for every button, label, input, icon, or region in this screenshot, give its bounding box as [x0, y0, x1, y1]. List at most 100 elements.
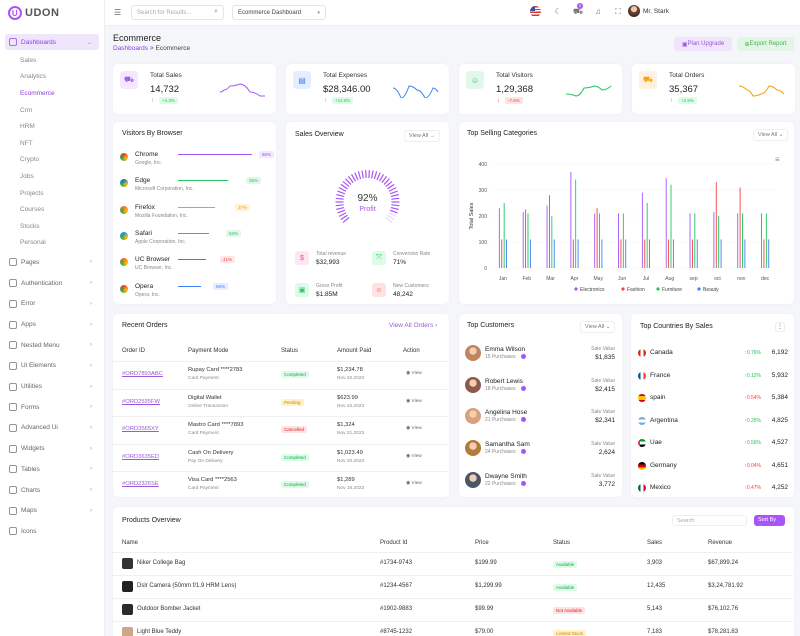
sidebar-item-tables[interactable]: Tables ›	[5, 460, 99, 479]
order-id-link[interactable]: #ORD3635ED	[122, 453, 160, 460]
product-name[interactable]: Light Blue Teddy	[137, 629, 182, 635]
browser-card-title: Visitors By Browser	[122, 130, 183, 137]
basket-icon: ⛟	[120, 71, 138, 89]
chart-view-all[interactable]: View All ⌄	[753, 129, 789, 141]
search-input[interactable]: Search for Results... ⌕	[131, 5, 224, 20]
profit-icon: ▣	[295, 283, 309, 297]
bell-icon[interactable]: ♫	[595, 7, 601, 16]
sidebar-item-error[interactable]: Error ›	[5, 295, 99, 314]
view-button[interactable]: ◉ View	[406, 453, 422, 459]
avatar[interactable]	[628, 5, 640, 17]
sidebar-item-ui-elements[interactable]: Ui Elements ›	[5, 357, 99, 376]
bar-furniture	[503, 203, 505, 268]
chevron-right-icon: ›	[90, 445, 92, 452]
y-tick-label: 300	[479, 188, 488, 194]
bar-furniture	[527, 213, 529, 268]
gauge-tick	[376, 172, 381, 181]
cart-icon[interactable]: ⛟	[573, 7, 584, 16]
order-date: Nov 20,2023	[337, 458, 365, 464]
sidebar-sub-personal[interactable]: Personal	[20, 239, 46, 247]
country-row: Canada ↑0.76% 6,192	[638, 347, 788, 369]
view-button[interactable]: ◉ View	[406, 398, 422, 404]
view-button[interactable]: ◉ View	[406, 481, 422, 486]
order-id-link[interactable]: #ORD7893ABC	[122, 371, 163, 377]
sidebar-sub-stocks[interactable]: Stocks	[20, 222, 40, 230]
bar-electronics	[761, 213, 762, 268]
sidebar-item-utilities[interactable]: Utilities ›	[5, 377, 99, 396]
products-card	[113, 507, 794, 636]
customer-name: Samantha Sam	[485, 441, 530, 449]
sidebar-sub-ecommerce[interactable]: Ecommerce	[20, 89, 55, 97]
dashboard-select[interactable]: Ecommerce Dashboard ▾	[232, 5, 326, 20]
sales-stat-value: $1.85M	[316, 291, 338, 298]
bar-furniture	[551, 216, 553, 268]
sidebar-item-apps[interactable]: Apps ›	[5, 315, 99, 334]
product-name[interactable]: Dslr Camera (50mm f/1.9 HRM Lens)	[137, 583, 237, 589]
sidebar-sub-sales[interactable]: Sales	[20, 56, 37, 64]
sidebar-item-advanced-ui[interactable]: Advanced Ui ›	[5, 419, 99, 438]
sidebar-item-authentication[interactable]: Authentication ›	[5, 274, 99, 293]
sidebar-item-pages[interactable]: Pages ›	[5, 253, 99, 272]
sidebar-item-forms[interactable]: Forms ›	[5, 398, 99, 417]
avatar	[465, 471, 481, 488]
sidebar-sub-courses[interactable]: Courses	[20, 206, 45, 214]
moon-icon[interactable]: ☾	[554, 7, 562, 16]
plan-upgrade-button[interactable]: ▣ Plan Upgrade	[674, 37, 732, 51]
order-id-link[interactable]: #ORD2535FW	[122, 398, 161, 405]
legend-label: Fashion	[627, 287, 645, 293]
sidebar-sub-analytics[interactable]: Analytics	[20, 73, 47, 81]
bar-electronics	[546, 205, 548, 268]
sidebar-sub-hrm[interactable]: HRM	[20, 123, 35, 131]
fullscreen-icon[interactable]: ⛶	[615, 7, 621, 16]
country-name: France	[650, 371, 671, 379]
sidebar-item-widgets[interactable]: Widgets ›	[5, 439, 99, 458]
products-search-input[interactable]: Search	[672, 515, 747, 526]
order-id-link[interactable]: #ORD2326SE	[122, 481, 159, 487]
sidebar-item-maps[interactable]: Maps ›	[5, 501, 99, 520]
view-all-orders-link[interactable]: View All Orders ›	[389, 322, 438, 329]
products-column-header: Product Id	[380, 540, 408, 546]
user-icon: ☺	[466, 71, 484, 89]
sidebar-item-nested-menu[interactable]: Nested Menu ›	[5, 336, 99, 355]
order-id-link[interactable]: #ORD3565XY	[122, 426, 159, 432]
payment-mode-sub: Pay On Delivery	[188, 458, 223, 464]
payment-mode: Digital Wallet	[188, 394, 222, 401]
sidebar-item-dashboards[interactable]: Dashboards ⌄	[5, 34, 99, 50]
customers-view-all[interactable]: View All ⌄	[580, 321, 616, 333]
chevron-right-icon: ›	[90, 280, 92, 287]
sidebar-sub-crm[interactable]: Crm	[20, 106, 33, 114]
brand-logo[interactable]: U UDON	[0, 0, 104, 26]
view-button[interactable]: ◉ View	[406, 371, 422, 376]
view-button[interactable]: ◉ View	[406, 426, 422, 431]
breadcrumb-root[interactable]: Dashboards	[113, 45, 149, 52]
sales-overview-view-all[interactable]: View All →	[404, 130, 441, 142]
sidebar-sub-nft[interactable]: NFT	[20, 139, 33, 147]
sidebar-sub-projects[interactable]: Projects	[20, 189, 44, 197]
avatar	[465, 440, 481, 457]
product-name[interactable]: Outdoor Bomber Jacket	[137, 606, 201, 612]
x-tick-label: oct	[714, 276, 721, 282]
sidebar-item-charts[interactable]: Charts ›	[5, 481, 99, 500]
sidebar-item-icons[interactable]: Icons	[5, 522, 99, 541]
countries-menu-icon[interactable]: ⋮	[775, 322, 785, 332]
gauge-tick	[383, 178, 390, 185]
sidebar-sub-crypto[interactable]: Crypto	[20, 156, 40, 164]
sidebar-sub-jobs[interactable]: Jobs	[20, 172, 34, 180]
product-revenue: $76,102.76	[708, 606, 739, 612]
chart-menu-icon[interactable]: ≡	[775, 155, 780, 164]
user-name[interactable]: Mr. Stark	[643, 8, 670, 15]
gauge-tick	[390, 194, 399, 198]
menu-icon[interactable]: ☰	[114, 8, 122, 17]
sidebar-nav: Dashboards ⌄ Sales Analytics Ecommerce Cr…	[0, 26, 104, 541]
x-tick-label: Jun	[618, 276, 626, 282]
sales-stat: $ Total revenue $32,993	[295, 249, 365, 273]
x-tick-label: May	[594, 276, 604, 282]
product-name[interactable]: Niker College Bag	[137, 560, 186, 566]
export-report-button[interactable]: ⊕ Export Report	[737, 37, 794, 51]
bar-fashion	[691, 239, 693, 268]
country-row: Germany ↑0.04% 4,651	[638, 460, 788, 482]
sort-by-button[interactable]: Sort By ⌄	[754, 515, 785, 529]
us-flag-icon[interactable]	[530, 6, 541, 17]
customer-purchases: 15 Purchases	[485, 354, 516, 360]
kpi-label: Total Expenses	[323, 72, 368, 79]
